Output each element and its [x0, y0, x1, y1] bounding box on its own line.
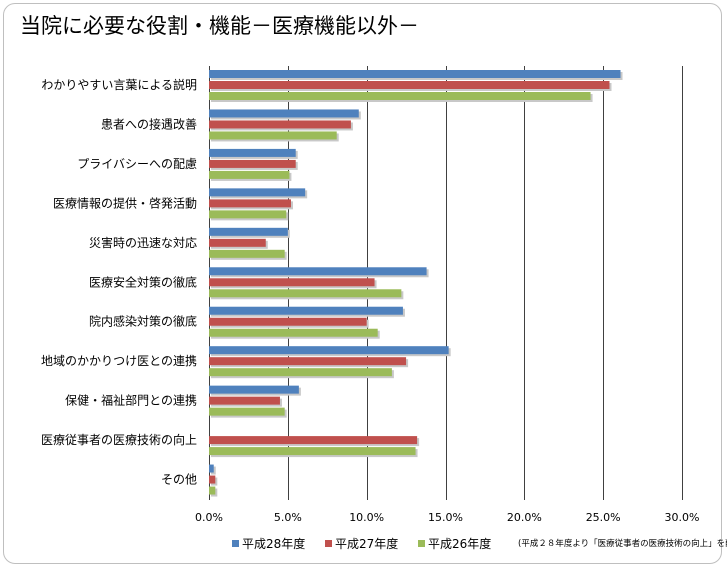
legend-swatch — [232, 540, 239, 547]
bar — [209, 385, 299, 394]
bar — [209, 238, 266, 247]
bar — [209, 120, 351, 129]
bar — [209, 346, 449, 355]
bar — [209, 159, 296, 168]
bar — [209, 131, 337, 140]
bar — [209, 188, 306, 197]
x-axis-tick-labels: 0.0% 5.0% 10.0% 15.0% 20.0% 25.0% 30.0% — [195, 511, 699, 524]
bar — [209, 199, 291, 208]
bar — [209, 396, 280, 405]
bar — [209, 368, 392, 377]
bar — [209, 306, 403, 315]
bar — [209, 109, 359, 118]
page-title: 当院に必要な役割・機能－医療機能以外－ — [20, 14, 419, 38]
legend-label: 平成26年度 — [428, 536, 491, 551]
bar — [209, 475, 216, 484]
category-label: 院内感染対策の徹底 — [89, 314, 197, 329]
category-label: 医療従事者の医療技術の向上 — [41, 432, 197, 447]
bar — [209, 407, 285, 416]
bar — [209, 328, 378, 337]
legend-label: 平成27年度 — [335, 536, 398, 551]
bar — [209, 227, 288, 236]
bar — [209, 486, 216, 495]
chart-note: (平成２８年度より「医療従事者の医療技術の向上」を削除) — [518, 538, 727, 549]
category-label: わかりやすい言葉による説明 — [41, 77, 197, 92]
bar — [209, 249, 285, 258]
x-tick-label: 30.0% — [665, 511, 700, 524]
category-label: プライバシーへの配慮 — [77, 157, 197, 171]
bar — [209, 447, 416, 456]
category-label: 医療安全対策の徹底 — [89, 274, 197, 289]
category-label: 災害時の迅速な対応 — [89, 235, 197, 250]
category-label: その他 — [161, 473, 197, 487]
category-label: 医療情報の提供・啓発活動 — [53, 195, 197, 210]
bar — [209, 92, 591, 100]
x-tick-label: 20.0% — [507, 511, 542, 524]
bar — [209, 464, 214, 473]
bar — [209, 278, 375, 287]
bar — [209, 148, 296, 157]
x-tick-label: 0.0% — [195, 511, 223, 524]
x-tick-label: 25.0% — [586, 511, 621, 524]
legend-swatch — [325, 540, 332, 547]
bar — [209, 70, 621, 78]
category-label: 地域のかかりつけ医との連携 — [41, 353, 197, 368]
bar — [209, 436, 418, 445]
x-tick-label: 10.0% — [349, 511, 384, 524]
bars — [209, 70, 623, 497]
category-labels: わかりやすい言葉による説明患者への接遇改善プライバシーへの配慮医療情報の提供・啓… — [41, 77, 197, 487]
legend: 平成28年度 平成27年度 平成26年度 — [232, 536, 491, 551]
category-label: 保健・福祉部門との連携 — [65, 393, 197, 408]
category-label: 患者への接遇改善 — [101, 116, 197, 131]
x-tick-label: 15.0% — [428, 511, 463, 524]
x-tick-label: 5.0% — [274, 511, 302, 524]
legend-label: 平成28年度 — [242, 536, 305, 551]
bar — [209, 267, 427, 276]
bar — [209, 170, 290, 179]
bar — [209, 289, 402, 298]
bar — [209, 81, 610, 89]
bar — [209, 210, 287, 219]
bar — [209, 357, 407, 366]
legend-swatch — [418, 540, 425, 547]
bar — [209, 317, 367, 326]
